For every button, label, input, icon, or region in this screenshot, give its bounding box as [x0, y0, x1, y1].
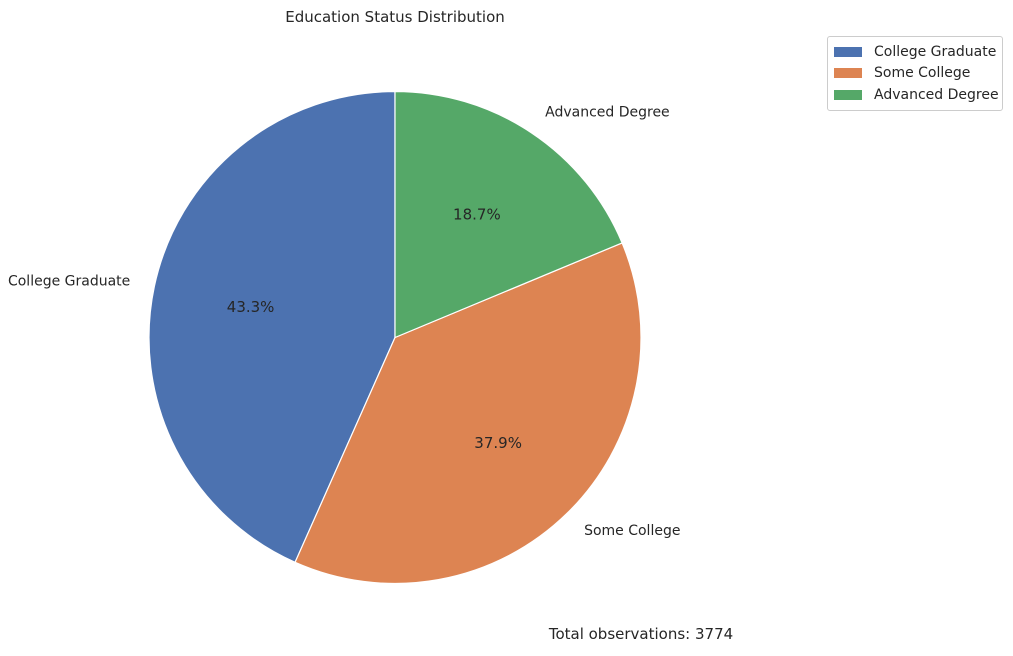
pie-slice-advanced-degree [394, 90, 623, 339]
legend-label: Advanced Degree [874, 86, 999, 103]
pie-category-label-advanced-degree: Advanced Degree [545, 104, 670, 120]
legend-label: Some College [874, 65, 971, 82]
pie-percent-label-college-graduate: 43.3% [227, 298, 275, 316]
total-observations-note: Total observations: 3774 [548, 625, 733, 643]
pie-labels: 43.3% College Graduate 37.9% Some College 18… [8, 104, 680, 539]
legend-swatch-advanced-degree [834, 89, 862, 100]
pie-category-label-college-graduate: College Graduate [8, 273, 130, 289]
legend-label: College Graduate [874, 43, 997, 60]
legend-item-some-college: Some College [834, 63, 996, 85]
chart-title: Education Status Distribution [285, 8, 505, 26]
pie-percent-label-some-college: 37.9% [474, 434, 522, 452]
legend: College Graduate Some College Advanced D… [827, 36, 1003, 111]
legend-item-advanced-degree: Advanced Degree [834, 84, 999, 106]
pie-slice-some-college [294, 242, 642, 585]
pie-percent-label-advanced-degree: 18.7% [453, 206, 501, 224]
pie-category-label-some-college: Some College [584, 523, 680, 539]
legend-item-college-graduate: College Graduate [834, 41, 996, 63]
legend-swatch-college-graduate [834, 46, 862, 57]
pie-slice-college-graduate [148, 90, 396, 563]
legend-swatch-some-college [834, 68, 862, 79]
pie-slices [148, 90, 642, 585]
